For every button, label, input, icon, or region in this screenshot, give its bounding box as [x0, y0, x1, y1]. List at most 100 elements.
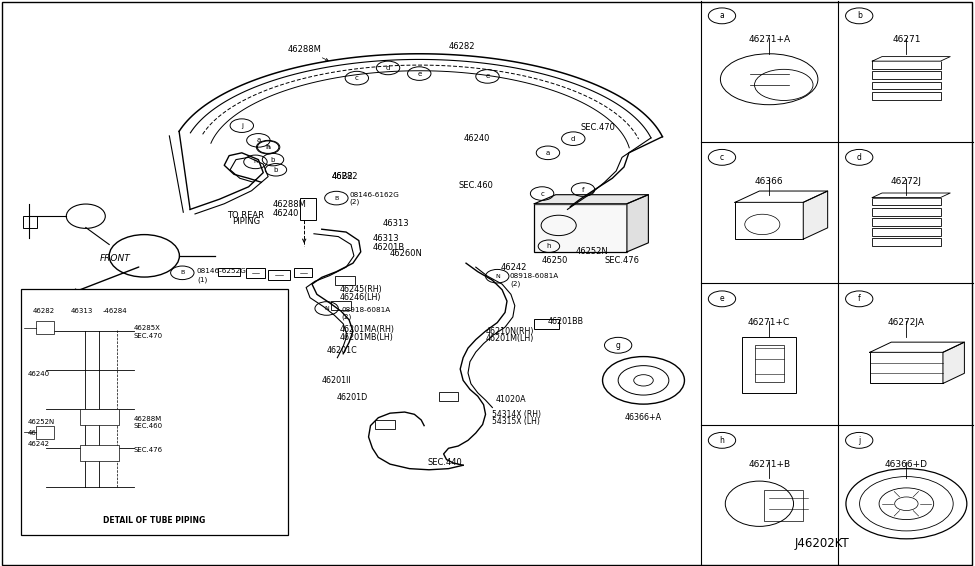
Text: SEC.476: SEC.476 — [134, 447, 163, 453]
Bar — [80, 409, 119, 425]
Bar — [873, 71, 941, 79]
Bar — [873, 238, 941, 246]
Text: SEC.470: SEC.470 — [134, 333, 163, 338]
Bar — [294, 268, 312, 277]
Text: f: f — [582, 187, 584, 192]
Bar — [36, 426, 54, 439]
Bar — [873, 218, 941, 226]
Text: N: N — [495, 274, 499, 278]
Text: 46250: 46250 — [27, 430, 50, 436]
Text: 41020A: 41020A — [495, 395, 526, 404]
Text: 46201M(LH): 46201M(LH) — [486, 334, 534, 343]
Polygon shape — [627, 195, 648, 252]
Polygon shape — [873, 193, 951, 198]
Text: 46271: 46271 — [892, 35, 920, 44]
Text: h: h — [720, 436, 724, 445]
Text: 46B2: 46B2 — [332, 172, 353, 181]
Text: 08918-6081A: 08918-6081A — [341, 307, 391, 312]
Text: 46271+B: 46271+B — [748, 460, 790, 469]
Text: 46313: 46313 — [70, 308, 93, 314]
Text: 46201MA(RH): 46201MA(RH) — [339, 325, 394, 334]
Text: B: B — [180, 271, 184, 275]
Polygon shape — [873, 57, 951, 61]
Bar — [23, 216, 37, 228]
Text: j: j — [858, 436, 860, 445]
Text: h: h — [266, 145, 270, 149]
Text: c: c — [355, 75, 359, 81]
Bar — [873, 92, 941, 100]
Text: j: j — [241, 123, 243, 128]
Text: 46201II: 46201II — [322, 376, 351, 385]
Bar — [873, 208, 941, 216]
Text: 46201B: 46201B — [372, 243, 405, 252]
Polygon shape — [534, 195, 648, 204]
Text: 08146-6252G: 08146-6252G — [197, 268, 247, 273]
Text: 08146-6162G: 08146-6162G — [349, 192, 399, 198]
Bar — [300, 198, 316, 220]
Text: 46252N: 46252N — [27, 419, 55, 424]
Text: 46272JA: 46272JA — [888, 318, 925, 327]
Text: 46201D: 46201D — [336, 393, 368, 402]
Text: h: h — [547, 243, 551, 249]
Text: e: e — [486, 74, 489, 79]
Bar — [534, 204, 627, 252]
Text: a: a — [720, 11, 724, 20]
Text: 46201MB(LH): 46201MB(LH) — [339, 333, 393, 342]
Text: 46285X: 46285X — [134, 325, 161, 331]
Text: 46252N: 46252N — [575, 247, 608, 256]
Text: h: h — [254, 160, 257, 164]
Text: SEC.460: SEC.460 — [458, 181, 493, 190]
Polygon shape — [943, 342, 964, 384]
Bar — [873, 228, 941, 236]
Text: SEC.476: SEC.476 — [604, 256, 640, 265]
Text: 46282: 46282 — [332, 172, 358, 181]
Text: (2): (2) — [349, 199, 360, 205]
Text: b: b — [271, 157, 275, 162]
Bar — [335, 276, 355, 285]
Text: -46284: -46284 — [102, 308, 127, 314]
Text: c: c — [540, 191, 544, 196]
Bar — [268, 270, 290, 280]
Text: 46288M: 46288M — [273, 200, 307, 209]
Text: 46246(LH): 46246(LH) — [339, 293, 381, 302]
Text: g: g — [616, 341, 620, 350]
Text: 54314X (RH): 54314X (RH) — [492, 410, 541, 419]
Text: 46245(RH): 46245(RH) — [339, 285, 382, 294]
Text: TO REAR: TO REAR — [227, 211, 264, 220]
Text: B: B — [334, 196, 338, 200]
Text: (2): (2) — [510, 280, 521, 287]
Text: d: d — [386, 65, 390, 71]
Polygon shape — [735, 191, 828, 202]
Text: 46240: 46240 — [273, 209, 299, 218]
Bar — [439, 392, 458, 401]
Text: 46272J: 46272J — [891, 177, 922, 186]
Text: (1): (1) — [197, 276, 208, 283]
Text: b: b — [274, 167, 278, 173]
Text: 46366+A: 46366+A — [625, 413, 662, 422]
Text: d: d — [571, 136, 575, 142]
Text: J46202KT: J46202KT — [795, 537, 849, 550]
Text: DETAIL OF TUBE PIPING: DETAIL OF TUBE PIPING — [103, 516, 206, 525]
Text: 46313: 46313 — [382, 219, 409, 228]
Text: 46210N(RH): 46210N(RH) — [486, 327, 534, 336]
Text: 46288M: 46288M — [288, 45, 321, 54]
Text: 46366: 46366 — [755, 177, 784, 186]
Bar — [80, 445, 119, 461]
Text: 46240: 46240 — [463, 134, 489, 143]
Bar — [873, 82, 941, 89]
Bar — [375, 420, 395, 429]
Bar — [873, 61, 941, 69]
Text: e: e — [720, 294, 724, 303]
Text: 46201C: 46201C — [327, 346, 358, 355]
Bar — [735, 202, 803, 239]
Text: d: d — [857, 153, 862, 162]
Text: 46240: 46240 — [27, 371, 50, 376]
Text: e: e — [417, 71, 421, 76]
Bar — [36, 321, 54, 334]
Text: N: N — [325, 306, 329, 311]
Bar — [873, 198, 941, 205]
Bar — [218, 268, 240, 276]
Bar — [764, 490, 803, 521]
Text: 46260N: 46260N — [390, 249, 423, 258]
Text: FRONT: FRONT — [99, 254, 131, 263]
